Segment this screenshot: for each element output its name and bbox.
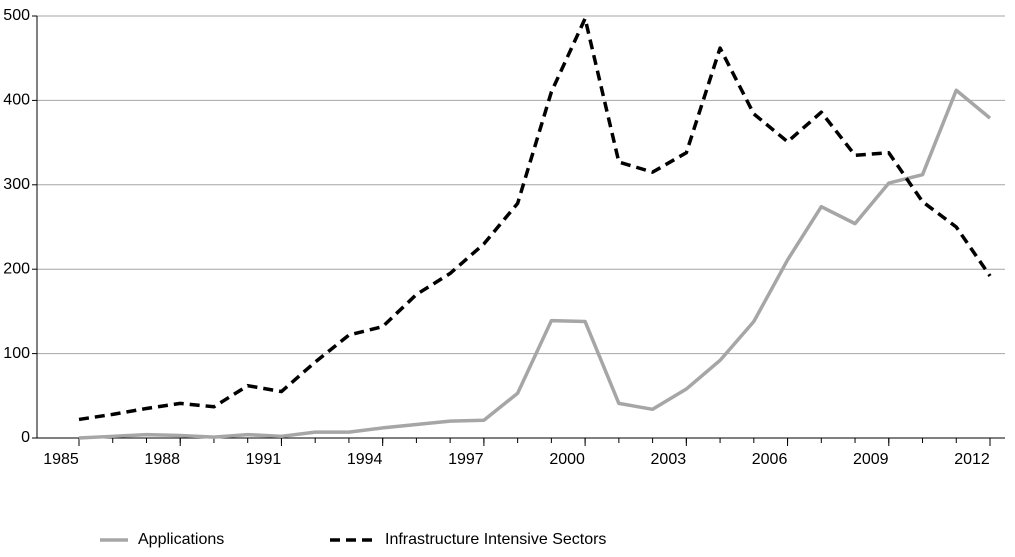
x-tick-label: 2006 — [752, 451, 788, 468]
x-tick-label: 1985 — [43, 451, 79, 468]
x-tick-label: 2009 — [853, 451, 889, 468]
y-tick-label: 300 — [3, 176, 30, 193]
x-tick-label: 1991 — [246, 451, 282, 468]
line-series — [78, 88, 992, 440]
line-series — [78, 16, 992, 422]
y-tick-label: 0 — [21, 429, 30, 446]
y-tick-label: 400 — [3, 92, 30, 109]
y-tick-label: 500 — [3, 7, 30, 24]
y-tick-label: 200 — [3, 260, 30, 277]
x-tick-label: 1997 — [448, 451, 484, 468]
y-tick-label: 100 — [3, 345, 30, 362]
x-tick-label: 2000 — [549, 451, 585, 468]
x-tick-label: 1994 — [347, 451, 383, 468]
legend-label: Applications — [138, 531, 224, 548]
x-tick-label: 2012 — [954, 451, 990, 468]
legend-label: Infrastructure Intensive Sectors — [385, 531, 606, 548]
x-tick-label: 1988 — [144, 451, 180, 468]
x-tick-label: 2003 — [651, 451, 687, 468]
